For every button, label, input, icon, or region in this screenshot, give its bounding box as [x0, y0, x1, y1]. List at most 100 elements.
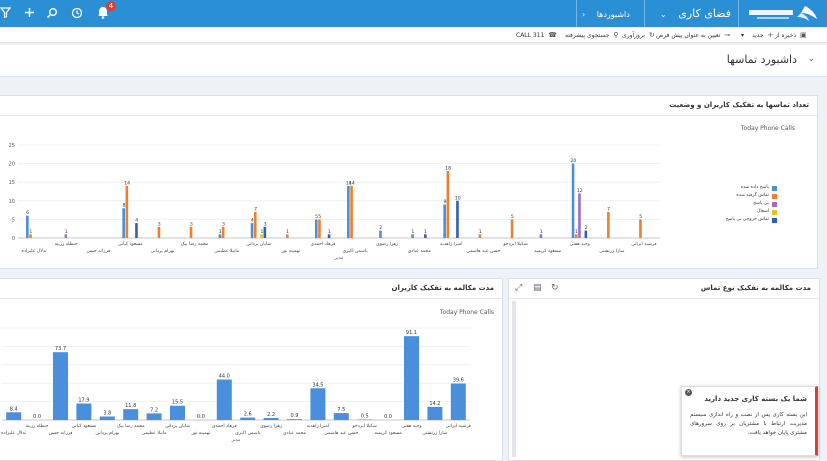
- data-label: 20: [570, 158, 576, 164]
- data-label: 4: [251, 218, 254, 224]
- data-label: 1: [260, 229, 263, 235]
- set-default-button[interactable]: تعیین به عنوان پیش فرض ⊸: [656, 27, 730, 43]
- chart-bar: [76, 403, 92, 420]
- data-label: 7: [254, 206, 257, 212]
- x-tick-label: فرهاد احمدی: [212, 424, 237, 429]
- data-label: 0.0: [33, 414, 41, 420]
- data-label: 15.5: [172, 400, 183, 406]
- panel-header: مدت مکالمه به تفکیک کاربران: [0, 279, 502, 299]
- data-label: 12: [577, 188, 583, 194]
- chart-bar: [216, 379, 232, 420]
- export-icon[interactable]: ▤: [533, 283, 542, 293]
- scrollbar[interactable]: [512, 301, 516, 457]
- legend-swatch: [772, 210, 777, 215]
- search-icon[interactable]: [43, 4, 61, 22]
- filter-icon[interactable]: [0, 4, 14, 22]
- action-toolbar: ذخیره از ▣ ▾ جدید + تعیین به عنوان پیش ف…: [0, 27, 827, 43]
- chart-bar: [26, 215, 29, 238]
- data-label: 3: [222, 221, 225, 227]
- plus-icon: +: [767, 31, 774, 39]
- call-button[interactable]: CALL 311 ☎: [516, 27, 557, 43]
- refresh-icon[interactable]: ↻: [551, 283, 559, 293]
- x-tick-label: محمد عبادی: [408, 249, 432, 254]
- x-tick-label: وحید هفتی: [570, 242, 590, 247]
- x-tick-label: تهمینه نور: [191, 431, 211, 436]
- data-label: 1: [479, 229, 482, 235]
- close-icon[interactable]: ×: [685, 389, 692, 396]
- chevron-down-icon[interactable]: ⌄: [807, 54, 815, 64]
- legend-item[interactable]: بی پاسخ: [697, 201, 777, 209]
- data-label: 4: [135, 218, 138, 224]
- legend-item[interactable]: تماس خروجی بی پاسخ: [697, 217, 777, 225]
- plus-icon[interactable]: [20, 4, 38, 22]
- data-label: 1: [219, 229, 222, 235]
- dashboards-menu[interactable]: › داشبوردها: [582, 0, 630, 27]
- data-label: 3: [158, 221, 161, 227]
- workspace-menu[interactable]: ⌄ فضای کاری: [660, 0, 731, 27]
- page-title: داشبورد تماسها: [726, 53, 797, 66]
- x-tick-label: مسعود کریمیه: [375, 430, 403, 436]
- legend-item[interactable]: پاسخ داده شده: [697, 185, 777, 193]
- data-label: 8.4: [10, 406, 18, 412]
- phone-icon: ☎: [548, 31, 557, 39]
- chevron-down-icon: ⌄: [660, 10, 667, 19]
- x-tick-label: یاسمن اکبری: [235, 430, 261, 436]
- x-tick-label: فرشید ایرانی: [631, 242, 656, 247]
- advanced-search-button[interactable]: جستجوی پیشرفته ⚲: [565, 27, 619, 43]
- x-tick-label: مانیلا عظیمی: [214, 249, 240, 254]
- y-tick-label: 25: [9, 143, 15, 149]
- expand-icon[interactable]: ⤢: [515, 283, 523, 293]
- top-bar: ⌄ فضای کاری › داشبوردها 4: [0, 0, 827, 27]
- chart-bar: [571, 163, 575, 238]
- legend-swatch: [772, 194, 777, 199]
- chart-legend: پاسخ داده شده تماس گرفته شده بی پاسخ اشغال ت…: [697, 185, 777, 225]
- x-tick-label: فرزانه حسن: [49, 431, 73, 436]
- save-as-button[interactable]: ذخیره از ▣: [775, 27, 807, 43]
- legend-item[interactable]: تماس گرفته شده: [697, 193, 777, 201]
- x-tick-label: زهرا رضوی: [376, 242, 398, 247]
- bell-icon[interactable]: 4: [94, 1, 116, 22]
- data-label: 1: [411, 229, 414, 235]
- chart-bar: [287, 419, 302, 420]
- chart-bar: [6, 412, 22, 420]
- panel-title: مدت مکالمه به تفکیک کاربران: [391, 284, 494, 292]
- legend-item[interactable]: اشغال: [697, 209, 777, 217]
- chart-bar: [607, 211, 610, 238]
- x-tick-label: بهرام یزدانی: [151, 249, 175, 254]
- panel-header: تعداد تماسها به تفکیک کاربران و وضعیت: [0, 96, 817, 116]
- x-tick-label: تدلال علیزاده: [1, 431, 27, 436]
- chart-bar: [64, 234, 68, 238]
- data-label: 7.5: [337, 407, 345, 413]
- x-tick-label: زهرا رضوی: [260, 424, 282, 429]
- data-label: 1: [575, 229, 578, 235]
- set-default-label: تعیین به عنوان پیش فرض: [656, 32, 721, 39]
- panel-title: مدت مکالمه به تفکیک نوع تماس: [700, 284, 811, 292]
- x-tick-label: محمد عبادی: [283, 431, 307, 436]
- chart-bar: [450, 383, 466, 420]
- save-icon: ▣: [800, 31, 807, 39]
- x-tick-label: تهمینه نور: [281, 249, 301, 254]
- legend-swatch: [772, 186, 777, 191]
- y-tick-label: 10: [9, 199, 15, 205]
- x-tick-label: حنظله زرینه: [55, 242, 78, 247]
- chart-bar: [379, 230, 382, 238]
- chart-bar: [478, 234, 482, 238]
- chart-bar: [250, 223, 254, 238]
- data-label: 44.0: [219, 374, 230, 380]
- legend-label: تماس گرفته شده: [736, 193, 769, 198]
- x-tick-label: شکیلا ایزدخو: [352, 423, 377, 429]
- history-icon[interactable]: [68, 4, 86, 22]
- chart-bar: [218, 234, 222, 238]
- data-label: 1: [286, 229, 289, 235]
- data-label: 10: [455, 195, 461, 201]
- refresh-button[interactable]: بروزآوری ↻: [622, 27, 655, 43]
- chart-bar: [510, 219, 514, 238]
- legend-swatch: [772, 202, 777, 207]
- save-as-label: ذخیره از: [775, 32, 797, 39]
- x-tick-label: امیرا زاهدیه: [307, 424, 329, 429]
- workspace-label: فضای کاری: [678, 7, 731, 20]
- data-label: 18: [445, 166, 451, 172]
- x-axis-label: مدیر: [231, 438, 241, 443]
- new-button[interactable]: ▾ جدید +: [741, 27, 773, 43]
